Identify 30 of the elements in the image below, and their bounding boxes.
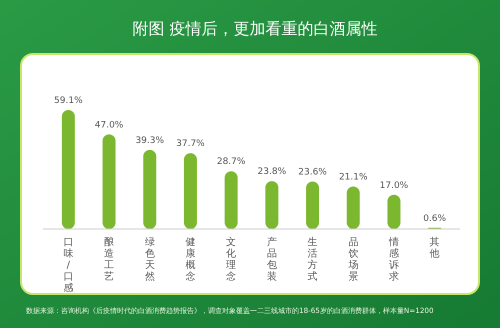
- data-label: 21.1%: [338, 172, 368, 183]
- data-label: 23.8%: [258, 167, 287, 178]
- bar: [102, 134, 116, 229]
- x-tick-label: 酿造工艺: [104, 236, 114, 282]
- data-label: 59.1%: [54, 96, 84, 106]
- data-label: 39.3%: [135, 136, 164, 146]
- data-label: 47.0%: [94, 120, 124, 130]
- x-tick-label: 健康概念: [185, 237, 196, 282]
- data-label: 37.7%: [176, 139, 206, 150]
- bar: [387, 194, 400, 229]
- x-tick-label: 生活方式: [308, 236, 318, 282]
- x-tick-label: 绿色天然: [144, 237, 155, 282]
- bar: [62, 110, 75, 229]
- chart-title: 附图 疫情后，更加看重的白酒属性: [132, 19, 378, 38]
- x-tick-label: 文化理念: [226, 236, 236, 282]
- x-tick-label: 品饮场景: [347, 237, 358, 282]
- x-tick-label: 情感诉求: [388, 236, 399, 282]
- x-tick-label: 其他: [430, 236, 440, 260]
- bar: [306, 181, 320, 229]
- data-label: 17.0%: [380, 180, 409, 191]
- bar: [224, 171, 238, 229]
- data-label: 28.7%: [216, 157, 246, 168]
- bar: [265, 181, 278, 229]
- data-label: 0.6%: [423, 214, 447, 224]
- x-tick-label: 产品包装: [266, 236, 277, 282]
- bar: [346, 186, 360, 229]
- bar: [184, 153, 197, 229]
- data-label: 23.6%: [298, 167, 328, 178]
- bar: [143, 150, 156, 229]
- x-tick-label: 口味/口感: [63, 237, 74, 294]
